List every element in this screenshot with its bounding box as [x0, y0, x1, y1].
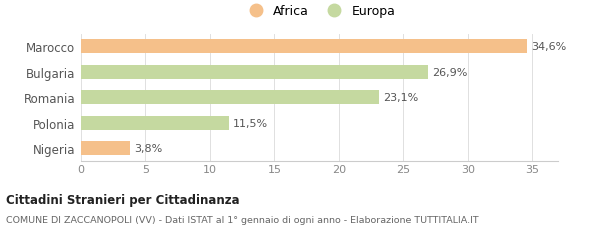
Text: 23,1%: 23,1%: [383, 93, 418, 103]
Bar: [81, 142, 130, 156]
Bar: [81, 65, 428, 79]
Text: 34,6%: 34,6%: [531, 42, 566, 52]
Bar: [81, 91, 379, 105]
Text: 3,8%: 3,8%: [134, 144, 162, 154]
Text: 11,5%: 11,5%: [233, 118, 268, 128]
Text: Cittadini Stranieri per Cittadinanza: Cittadini Stranieri per Cittadinanza: [6, 194, 239, 207]
Text: 26,9%: 26,9%: [431, 68, 467, 77]
Bar: [81, 40, 527, 54]
Text: COMUNE DI ZACCANOPOLI (VV) - Dati ISTAT al 1° gennaio di ogni anno - Elaborazion: COMUNE DI ZACCANOPOLI (VV) - Dati ISTAT …: [6, 215, 479, 224]
Bar: [81, 116, 229, 130]
Legend: Africa, Europa: Africa, Europa: [238, 0, 401, 23]
